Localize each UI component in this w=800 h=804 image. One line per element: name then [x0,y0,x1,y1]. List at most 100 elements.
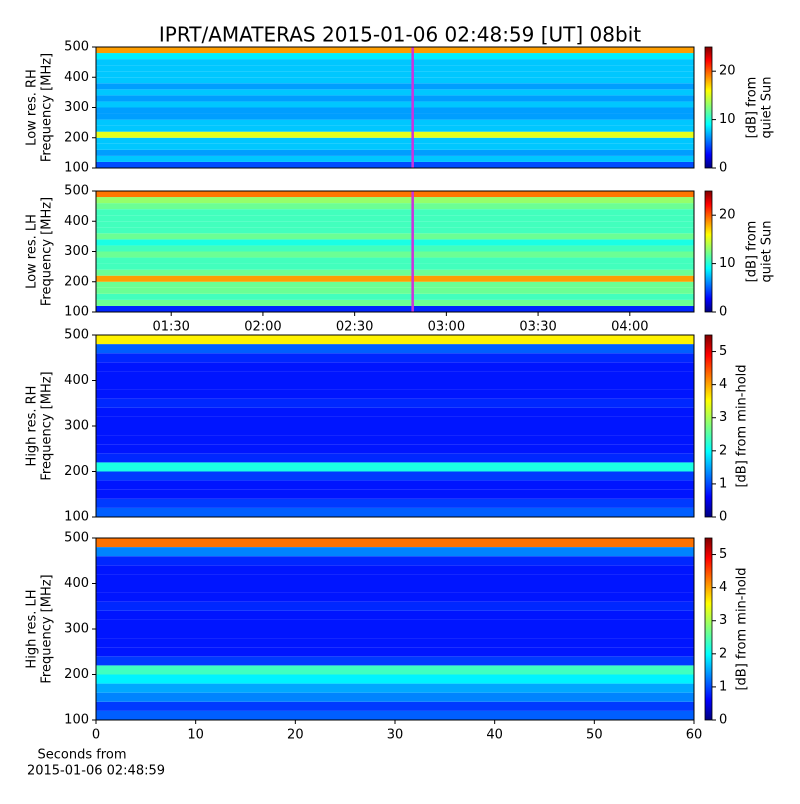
heat-cell [96,710,694,720]
heat-cell [96,299,694,306]
y-label: High res. RH [25,386,40,467]
heat-cell [96,95,694,102]
colorbar-tick-label: 20 [719,208,736,223]
colorbar [704,537,713,721]
y-tick-label: 500 [64,184,89,199]
heat-cell [96,462,694,472]
heat-cell [96,371,694,381]
y-tick-label: 400 [64,70,89,85]
y-tick-label: 100 [64,713,89,728]
x-label: 2015-01-06 02:48:59 [27,764,165,779]
heat-cell [96,665,694,675]
y-tick-label: 500 [64,40,89,55]
x-tick-label: 50 [586,728,603,743]
y-tick-label: 400 [64,373,89,388]
heat-cell [96,556,694,566]
y-tick-label: 300 [64,244,89,259]
heat-cell [96,161,694,168]
heat-cell [96,362,694,372]
heat-cell [96,101,694,108]
heat-cell [96,416,694,426]
y-label: Frequency [MHz] [40,197,55,306]
heat-cell [96,215,694,222]
colorbar-tick-label: 4 [719,580,727,595]
heat-cell [96,389,694,399]
heat-cell [96,257,694,264]
heat-cell [96,380,694,390]
x-tick-label: 20 [287,728,304,743]
y-tick-label: 200 [64,667,89,682]
colorbar-tick-label: 2 [719,646,727,661]
colorbar [704,334,713,518]
heat-cell [96,197,694,204]
heat-cell [96,574,694,584]
heat-cell [96,239,694,246]
colorbar-tick-label: 2 [719,443,727,458]
heat-cell [96,344,694,354]
y-tick-label: 200 [64,130,89,145]
heat-cell [96,471,694,481]
heat-cell [96,489,694,499]
heat-cell [96,113,694,120]
y-tick-label: 400 [64,214,89,229]
heat-cell [96,227,694,234]
y-label: Frequency [MHz] [40,371,55,480]
heat-cell [96,275,694,282]
heat-cell [96,647,694,657]
colorbar-tick-label: 3 [719,410,727,425]
colorbar-label: [dB] from min-hold [735,567,750,690]
y-tick-label: 300 [64,419,89,434]
colorbar-label: quiet Sun [760,220,775,282]
colorbar-label: [dB] from [745,221,760,283]
heat-cell [96,83,694,90]
y-tick-label: 400 [64,576,89,591]
heat-cell [96,65,694,72]
heat-cell [96,674,694,684]
colorbar-tick-label: 4 [719,377,727,392]
colorbar [704,46,713,169]
y-label: High res. LH [25,589,40,668]
heat-cell [96,601,694,611]
y-tick-label: 100 [64,161,89,176]
x-tick-label: 10 [187,728,204,743]
heat-cell [96,191,694,198]
heat-cell [96,221,694,228]
heat-cell [96,701,694,711]
colorbar-label: [dB] from [745,77,760,139]
colorbar-tick-label: 0 [719,713,727,728]
x-tick-label: 01:30 [152,320,189,335]
heat-cell [96,498,694,508]
colorbar-tick-label: 10 [719,112,736,127]
colorbar-tick-label: 0 [719,510,727,525]
heat-cell [96,547,694,557]
y-tick-label: 200 [64,274,89,289]
heat-cell [96,119,694,126]
heat-cell [96,480,694,490]
heat-cell [96,107,694,114]
heat-cell [96,656,694,666]
y-label: Low res. LH [25,214,40,289]
y-tick-label: 300 [64,622,89,637]
x-label: Seconds from [37,748,126,763]
y-tick-label: 300 [64,100,89,115]
heat-cell [96,435,694,445]
colorbar-tick-label: 5 [719,344,727,359]
x-tick-label: 02:30 [336,320,373,335]
y-label: Frequency [MHz] [40,53,55,162]
heat-cell [96,77,694,84]
heat-cell [96,453,694,463]
heat-cell [96,251,694,258]
heat-cell [96,155,694,162]
heat-cell [96,203,694,210]
heat-cell [96,538,694,548]
x-tick-label: 03:30 [519,320,556,335]
heat-cell [96,245,694,252]
colorbar-tick-label: 20 [719,64,736,79]
x-tick-label: 03:00 [428,320,465,335]
heat-cell [96,583,694,593]
colorbar [704,190,713,313]
heat-cell [96,444,694,454]
heat-cell [96,209,694,216]
heat-cell [96,610,694,620]
